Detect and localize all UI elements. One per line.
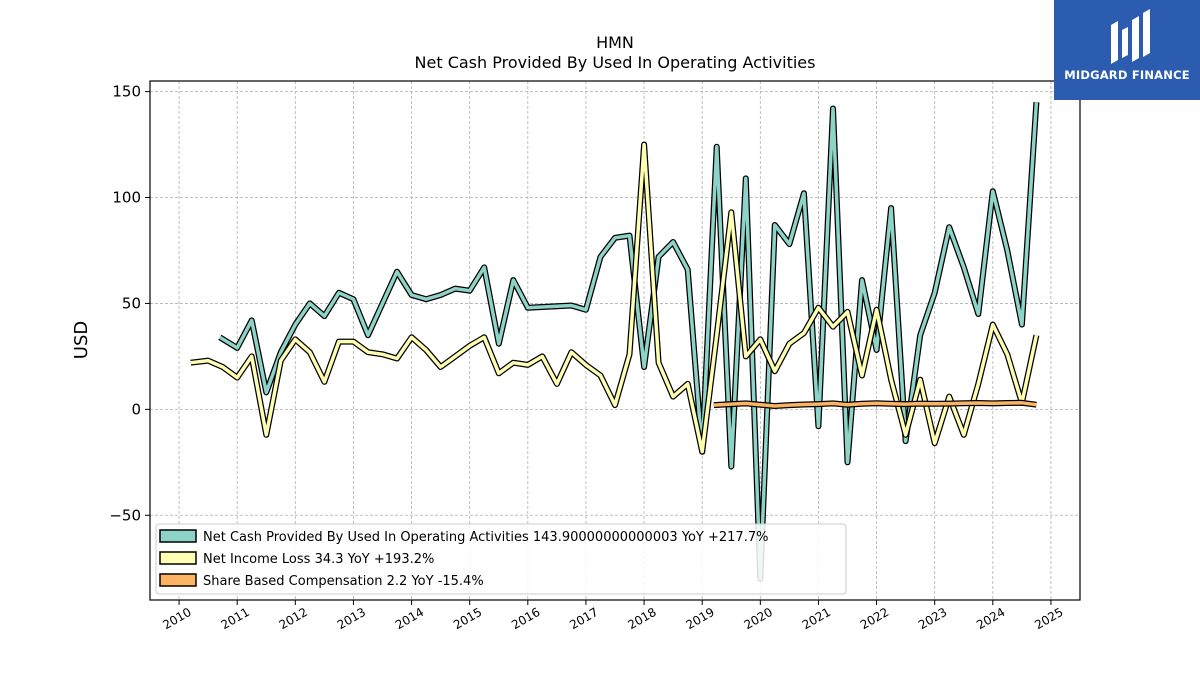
x-axis: 2010 2011 2012 2013 2014 2015 2016 2017 2018 2019… [160, 600, 1066, 632]
y-tick-label: 100 [112, 189, 141, 207]
series-line [190, 142, 1039, 454]
logo-mark-icon [1111, 9, 1150, 64]
x-tick-label: 2013 [335, 605, 368, 632]
x-tick-label: 2019 [683, 605, 716, 632]
x-tick-label: 2012 [277, 605, 310, 632]
legend-box [155, 523, 847, 595]
midgard-finance-logo: MIDGARD FINANCE [1054, 0, 1200, 100]
x-tick-label: 2010 [160, 605, 193, 632]
y-tick-label: 150 [112, 83, 141, 101]
chart-subtitle: Net Cash Provided By Used In Operating A… [415, 53, 816, 72]
x-tick-label: 2023 [916, 605, 949, 632]
x-tick-label: 2016 [509, 605, 542, 632]
x-tick-label: 2024 [974, 605, 1007, 632]
legend-label: Net Cash Provided By Used In Operating A… [203, 530, 768, 545]
x-tick-label: 2018 [625, 605, 658, 632]
legend: Net Cash Provided By Used In Operating A… [155, 523, 847, 595]
logo-name: MIDGARD FINANCE [1064, 68, 1190, 82]
x-tick-label: 2015 [451, 605, 484, 632]
x-tick-label: 2017 [567, 605, 600, 632]
legend-label: Net Income Loss 34.3 YoY +193.2% [203, 552, 434, 567]
plot-frame [149, 80, 1081, 601]
series-line [713, 401, 1037, 408]
x-tick-label: 2014 [393, 605, 426, 632]
y-axis-label: USD [71, 321, 92, 359]
x-tick-label: 2021 [800, 605, 833, 632]
y-tick-label: 0 [131, 400, 141, 418]
series-lines [190, 102, 1040, 582]
legend-swatch [159, 551, 197, 565]
legend-swatch [159, 529, 197, 543]
x-tick-label: 2022 [858, 605, 891, 632]
x-tick-label: 2020 [742, 605, 775, 632]
chart-title: HMN [596, 33, 634, 52]
series-line [218, 102, 1039, 581]
y-axis: −50 0 50 100 150 [109, 83, 150, 524]
legend-label: Share Based Compensation 2.2 YoY -15.4% [203, 574, 484, 589]
legend-swatch [159, 573, 197, 587]
y-tick-label: 50 [122, 294, 141, 312]
x-tick-label: 2011 [218, 605, 251, 632]
x-tick-label: 2025 [1032, 605, 1065, 632]
y-tick-label: −50 [109, 506, 141, 524]
